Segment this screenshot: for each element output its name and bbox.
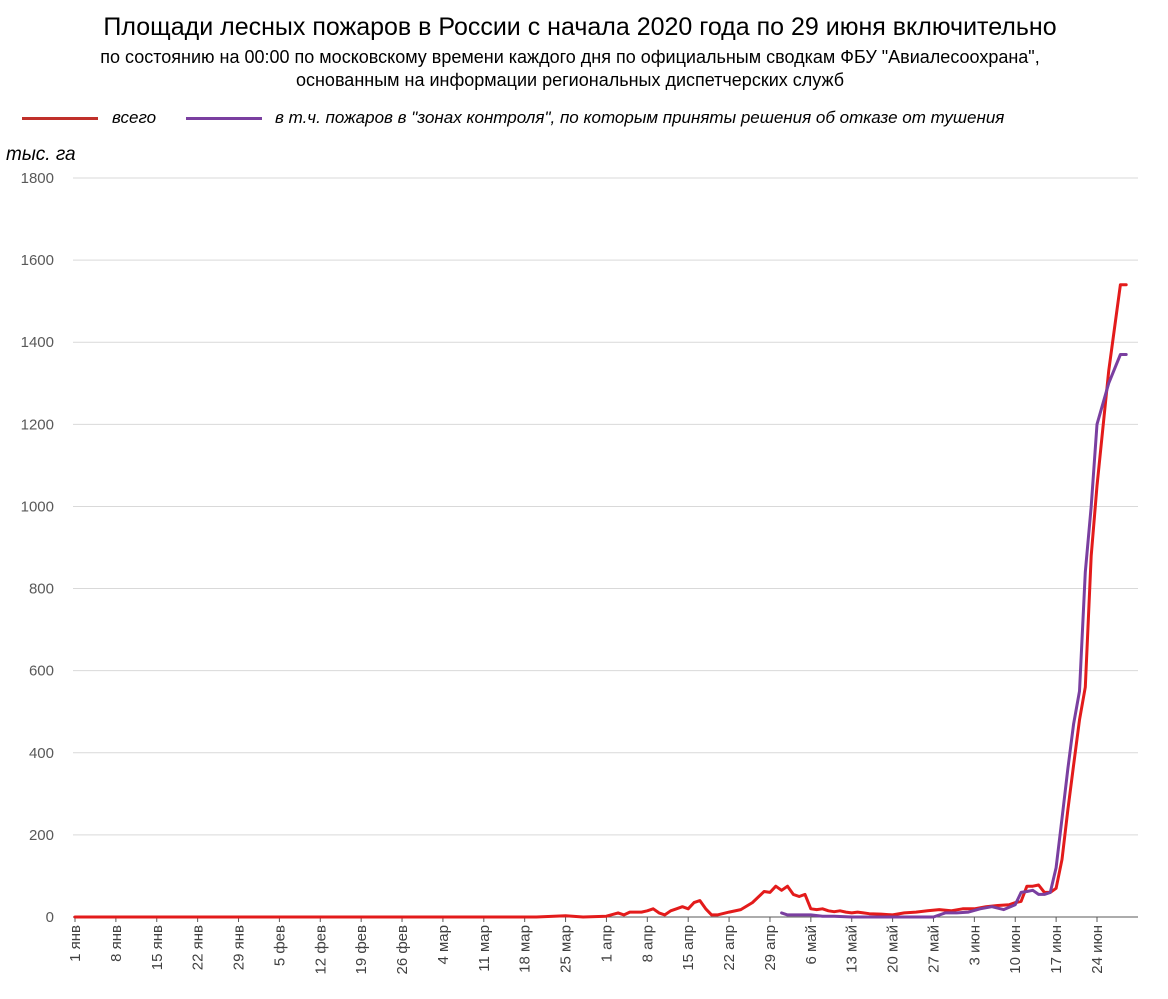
y-tick-label: 1600 bbox=[21, 252, 54, 269]
x-tick-label: 26 фев bbox=[394, 925, 411, 975]
legend-label-control: в т.ч. пожаров в "зонах контроля", по ко… bbox=[275, 108, 1005, 127]
chart-title: Площади лесных пожаров в России с начала… bbox=[103, 13, 1057, 41]
x-tick-label: 29 апр bbox=[762, 925, 779, 971]
x-tick-label: 6 май bbox=[803, 925, 820, 965]
x-tick-label: 3 июн bbox=[966, 925, 983, 965]
legend-label-total: всего bbox=[112, 108, 157, 127]
x-tick-label: 5 фев bbox=[271, 925, 288, 966]
x-tick-label: 29 янв bbox=[231, 925, 248, 970]
y-tick-label: 200 bbox=[29, 827, 54, 844]
x-tick-label: 8 янв bbox=[108, 925, 125, 962]
x-tick-label: 8 апр bbox=[639, 925, 656, 962]
x-tick-label: 12 фев bbox=[312, 925, 329, 975]
x-tick-label: 24 июн bbox=[1089, 925, 1106, 974]
x-tick-label: 25 мар bbox=[558, 925, 575, 973]
chart-subtitle: по состоянию на 00:00 по московскому вре… bbox=[0, 46, 1140, 92]
x-tick-label: 4 мар bbox=[435, 925, 452, 965]
x-tick-label: 17 июн bbox=[1048, 925, 1065, 974]
x-tick-label: 22 янв bbox=[190, 925, 207, 970]
y-tick-label: 400 bbox=[29, 745, 54, 762]
y-tick-label: 0 bbox=[46, 909, 54, 926]
legend-swatch-total bbox=[22, 117, 98, 120]
line-series-total bbox=[73, 283, 1128, 919]
x-tick-label: 10 июн bbox=[1007, 925, 1024, 974]
y-tick-label: 1400 bbox=[21, 334, 54, 351]
x-tick-label: 13 май bbox=[844, 925, 861, 973]
x-tick-label: 19 фев bbox=[353, 925, 370, 975]
y-tick-label: 1000 bbox=[21, 498, 54, 515]
line-series-control bbox=[780, 353, 1128, 919]
y-axis-unit-label: тыс. га bbox=[6, 144, 76, 165]
subtitle-line-1: по состоянию на 00:00 по московскому вре… bbox=[100, 47, 1040, 67]
x-tick-label: 20 май bbox=[885, 925, 902, 973]
y-tick-label: 1800 bbox=[21, 170, 54, 187]
legend-swatch-control bbox=[186, 117, 262, 120]
x-tick-label: 15 апр bbox=[680, 925, 697, 971]
x-tick-label: 15 янв bbox=[149, 925, 166, 970]
legend: всего в т.ч. пожаров в "зонах контроля",… bbox=[0, 104, 1168, 132]
subtitle-line-2: основанным на информации региональных ди… bbox=[295, 70, 845, 90]
x-tick-label: 22 апр bbox=[721, 925, 738, 971]
x-tick-label: 1 янв bbox=[67, 925, 84, 962]
x-tick-label: 27 май bbox=[925, 925, 942, 973]
x-tick-label: 18 мар bbox=[517, 925, 534, 973]
y-tick-label: 1200 bbox=[21, 416, 54, 433]
x-tick-label: 11 мар bbox=[476, 925, 493, 972]
y-tick-label: 800 bbox=[29, 581, 54, 598]
y-tick-label: 600 bbox=[29, 663, 54, 680]
x-tick-label: 1 апр bbox=[598, 925, 615, 962]
